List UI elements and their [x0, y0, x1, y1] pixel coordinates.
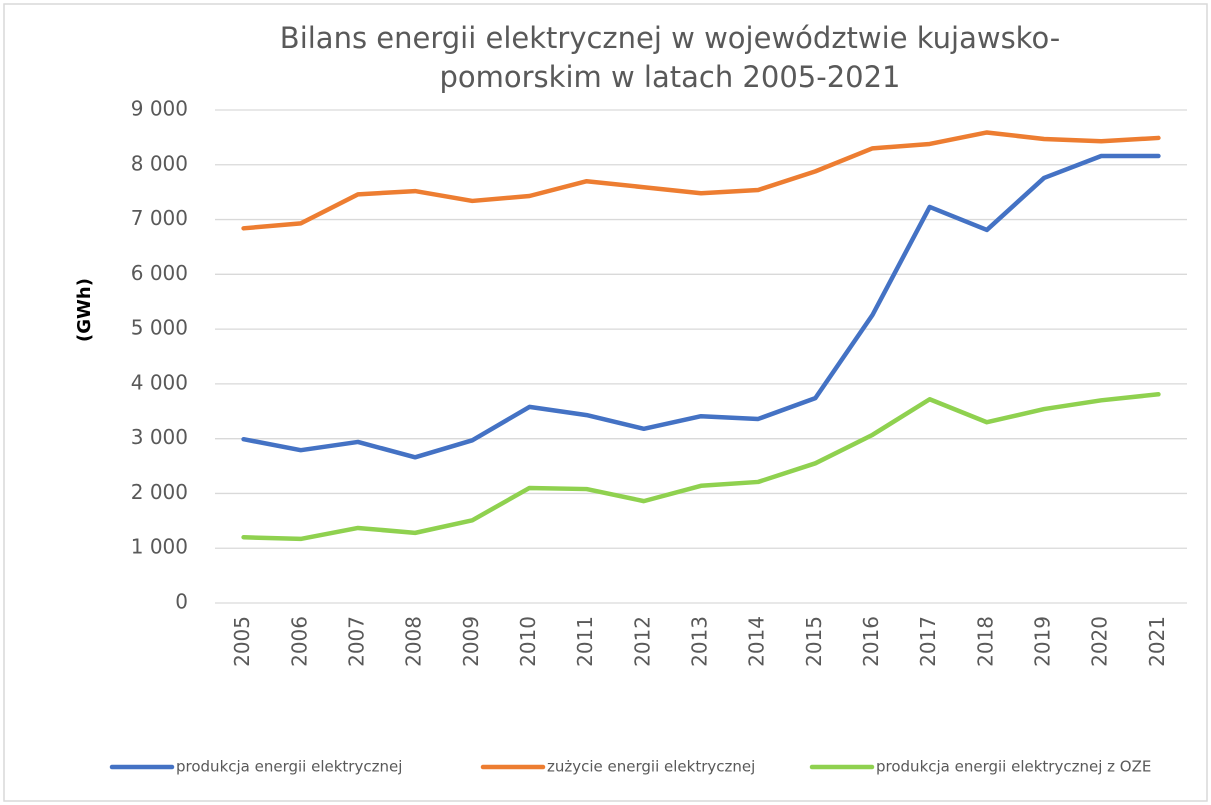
x-tick-label: 2019	[1031, 616, 1055, 667]
legend-label: produkcja energii elektrycznej	[176, 758, 402, 776]
y-tick-label: 6 000	[131, 261, 188, 285]
x-tick-label: 2017	[916, 616, 940, 667]
x-tick-label: 2018	[973, 616, 997, 667]
chart-title: Bilans energii elektrycznej w województw…	[280, 21, 1060, 55]
x-tick-label: 2014	[745, 616, 769, 667]
x-tick-label: 2006	[287, 616, 311, 667]
legend-label: produkcja energii elektrycznej z OZE	[876, 758, 1151, 776]
x-tick-label: 2012	[630, 616, 654, 667]
chart-title: pomorskim w latach 2005-2021	[439, 60, 900, 94]
x-tick-label: 2007	[344, 616, 368, 667]
chart-frame	[3, 3, 1208, 802]
y-tick-label: 4 000	[131, 370, 188, 394]
x-tick-label: 2005	[230, 616, 254, 667]
y-tick-label: 5 000	[131, 316, 188, 340]
x-tick-label: 2010	[516, 616, 540, 667]
x-tick-label: 2021	[1145, 616, 1169, 667]
y-tick-label: 2 000	[131, 480, 188, 504]
y-tick-label: 9 000	[131, 97, 188, 121]
y-tick-label: 0	[175, 590, 188, 614]
legend-label: zużycie energii elektrycznej	[547, 758, 755, 776]
x-tick-label: 2013	[688, 616, 712, 667]
x-tick-label: 2009	[459, 616, 483, 667]
y-tick-label: 7 000	[131, 206, 188, 230]
y-tick-label: 3 000	[131, 425, 188, 449]
series-line	[241, 153, 1161, 460]
x-tick-label: 2020	[1088, 616, 1112, 667]
x-tick-label: 2011	[573, 616, 597, 667]
series-line	[241, 130, 1161, 231]
series-line	[241, 392, 1161, 542]
y-tick-label: 8 000	[131, 151, 188, 175]
y-axis-label: (GWh)	[74, 278, 95, 342]
x-tick-label: 2016	[859, 616, 883, 667]
y-tick-label: 1 000	[131, 535, 188, 559]
x-tick-label: 2015	[802, 616, 826, 667]
x-tick-label: 2008	[402, 616, 426, 667]
